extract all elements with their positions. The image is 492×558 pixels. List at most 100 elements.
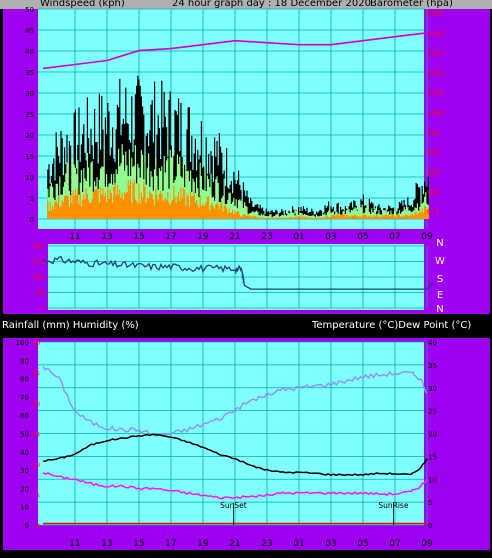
sun-marker-label: SunSet — [220, 501, 247, 510]
temp-x-tick-label: 07 — [389, 539, 400, 549]
direction-compass-label: E — [437, 290, 443, 301]
wind-series — [47, 75, 429, 219]
rain-y-tick-label: 20 — [32, 400, 40, 408]
temp-x-tick-label: 21 — [229, 539, 240, 549]
wind-x-tick-label: 17 — [165, 232, 176, 242]
sun-marker-label: SunRise — [378, 501, 408, 510]
wind-x-tick-label: 15 — [133, 232, 144, 242]
temp-y-tick-label: 35 — [428, 362, 437, 370]
wind-y-tick-label: 15 — [25, 153, 34, 161]
top-header-band — [0, 0, 492, 9]
barometer-y-tick-label: 975 — [427, 208, 439, 216]
wind-y-tick-label: 30 — [25, 90, 34, 98]
humidity-y-tick-label: 20 — [20, 485, 29, 493]
wind-x-tick-label: 11 — [69, 232, 80, 242]
wind-x-tick-label: 07 — [389, 232, 400, 242]
axis-labels: 0510152025303540455097598098599099510001… — [16, 6, 445, 549]
dewpoint-line — [42, 472, 428, 500]
direction-y-tick-label: 90 — [36, 290, 44, 297]
wind-x-tick-label: 01 — [293, 232, 304, 242]
min-bar — [47, 179, 429, 219]
temp-y-tick-label: 40 — [428, 339, 437, 347]
barometer-y-tick-label: 1010 — [427, 69, 444, 77]
temperature-line — [42, 433, 428, 477]
direction-y-tick-label: 180 — [33, 275, 45, 282]
temp-y-tick-label: 15 — [428, 453, 437, 461]
wind-y-tick-label: 45 — [25, 27, 34, 35]
wind-y-tick-label: 35 — [25, 69, 34, 77]
rain-humidity-axis-title: Rainfall (mm) Humidity (%) — [2, 320, 139, 331]
wind-x-tick-label: 03 — [325, 232, 336, 242]
humidity-y-tick-label: 40 — [20, 449, 29, 457]
humidity-y-tick-label: 60 — [20, 412, 29, 420]
direction-y-tick-label: 360 — [33, 244, 45, 251]
wind-y-tick-label: 0 — [30, 216, 34, 224]
humidity-y-tick-label: 100 — [16, 339, 29, 347]
humidity-y-tick-label: 70 — [20, 394, 29, 402]
temp-x-tick-label: 05 — [357, 539, 368, 549]
wind-x-tick-label: 21 — [229, 232, 240, 242]
temperature-series: SunSet SunRise — [42, 366, 428, 525]
humidity-y-tick-label: 10 — [20, 504, 29, 512]
rain-y-tick-label: 5 — [36, 492, 40, 500]
wind-y-tick-label: 40 — [25, 48, 34, 56]
barometer-y-tick-label: 1000 — [427, 109, 444, 117]
barometer-series — [42, 32, 428, 70]
temp-x-tick-label: 15 — [133, 539, 144, 549]
rain-y-tick-label: 10 — [32, 461, 40, 469]
temp-y-tick-label: 20 — [428, 431, 437, 439]
humidity-y-tick-label: 0 — [25, 522, 29, 530]
temp-y-tick-label: 0 — [428, 522, 432, 530]
wind-direction-line — [42, 255, 434, 290]
rain-y-tick-label: 25 — [32, 370, 40, 378]
direction-compass-label: N — [436, 304, 443, 315]
wind-axis-title: Windspeed (kph) — [40, 0, 125, 9]
temp-x-tick-label: 01 — [293, 539, 304, 549]
grid-lines — [38, 8, 428, 526]
temp-dewpoint-axis-title: Temperature (°C)Dew Point (°C) — [312, 320, 472, 331]
barometer-y-tick-label: 1005 — [427, 89, 444, 97]
direction-compass-label: N — [436, 238, 443, 249]
wind-y-tick-label: 5 — [30, 195, 34, 203]
temp-y-tick-label: 10 — [428, 476, 437, 484]
barometer-y-tick-label: 995 — [427, 129, 439, 137]
humidity-y-tick-label: 90 — [20, 357, 29, 365]
temp-y-tick-label: 30 — [428, 385, 437, 393]
barometer-axis-title: Barometer (hpa) — [370, 0, 453, 9]
direction-series — [42, 255, 434, 290]
direction-y-tick-label: 0 — [40, 306, 44, 313]
rain-y-tick-label: 0 — [36, 522, 40, 530]
humidity-y-tick-label: 50 — [20, 431, 29, 439]
wind-y-tick-label: 20 — [25, 132, 34, 140]
graph-title: 24 hour graph day : 18 December 2020 — [172, 0, 371, 9]
barometer-y-tick-label: 1020 — [427, 30, 444, 38]
temp-x-tick-label: 11 — [69, 539, 80, 549]
humidity-y-tick-label: 30 — [20, 467, 29, 475]
temp-x-tick-label: 17 — [165, 539, 176, 549]
barometer-y-tick-label: 985 — [427, 168, 439, 176]
humidity-y-tick-label: 80 — [20, 376, 29, 384]
barometer-y-tick-label: 1025 — [427, 10, 444, 18]
direction-compass-label: S — [437, 274, 443, 285]
wind-x-tick-label: 05 — [357, 232, 368, 242]
temp-x-tick-label: 23 — [261, 539, 272, 549]
barometer-y-tick-label: 980 — [427, 188, 439, 196]
wind-x-tick-label: 13 — [101, 232, 112, 242]
mid-header-band — [0, 316, 492, 338]
humidity-line — [42, 366, 428, 437]
direction-compass-label: W — [435, 256, 445, 267]
temp-x-tick-label: 13 — [101, 539, 112, 549]
wind-x-tick-label: 19 — [197, 232, 209, 242]
barometer-y-tick-label: 990 — [427, 149, 439, 157]
barometer-y-tick-label: 1015 — [427, 50, 444, 58]
wind-x-tick-label: 23 — [261, 232, 272, 242]
wind-y-tick-label: 50 — [25, 6, 34, 14]
wind-y-tick-label: 10 — [25, 174, 34, 182]
rain-y-tick-label: 15 — [32, 431, 40, 439]
temp-x-tick-label: 09 — [421, 539, 433, 549]
rain-y-tick-label: 30 — [32, 339, 40, 347]
temp-x-tick-label: 03 — [325, 539, 336, 549]
wind-x-tick-label: 09 — [421, 232, 433, 242]
temp-x-tick-label: 19 — [197, 539, 209, 549]
